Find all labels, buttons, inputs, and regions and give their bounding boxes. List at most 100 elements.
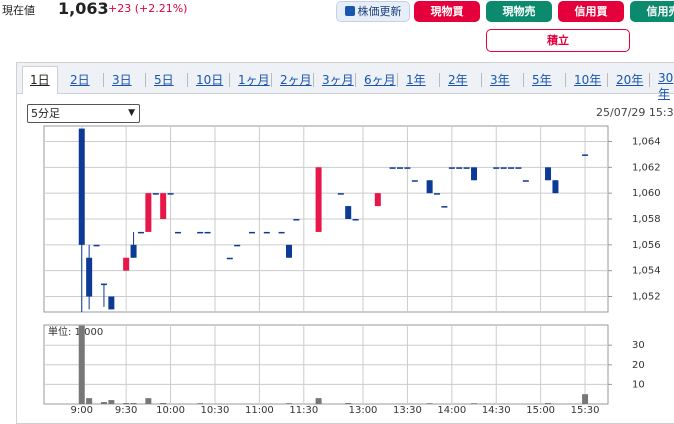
candle-body (434, 193, 441, 195)
candle-body (471, 167, 478, 181)
candle-body (500, 167, 507, 169)
candle-body (582, 154, 589, 156)
volume-bar (345, 403, 352, 404)
candle-body (86, 257, 93, 297)
active-tab-bg (22, 66, 58, 94)
candle-body (426, 180, 433, 194)
period-tab[interactable]: 3日 (112, 73, 132, 87)
period-tab[interactable]: 3年 (490, 73, 510, 87)
period-tab[interactable]: 2日 (70, 73, 90, 87)
tab-separator (145, 73, 146, 87)
volume-bar (86, 398, 93, 404)
y-tick-label: 1,052 (632, 292, 661, 303)
y-tick-label: 1,056 (632, 240, 661, 251)
period-tab[interactable]: 20年 (616, 73, 644, 87)
tab-separator (187, 73, 188, 87)
period-tab[interactable]: 5日 (154, 73, 174, 87)
volume-unit: 単位: 1,000 (48, 325, 103, 338)
y-tick-label: 1,062 (632, 162, 661, 173)
candle-body (545, 167, 552, 181)
candle-body (397, 167, 404, 169)
price: 1,063 (58, 0, 109, 18)
refresh-icon (344, 6, 355, 16)
y-tick-label: 30 (632, 340, 645, 351)
volume-bar (130, 403, 137, 404)
period-tab[interactable]: 10日 (196, 73, 224, 87)
candle-body (515, 167, 522, 169)
tsumitate-button[interactable]: 積立 (486, 29, 630, 52)
volume-bar (426, 403, 433, 404)
candle-body (78, 128, 85, 245)
y-tick-label: 1,064 (632, 137, 661, 148)
volume-bar (78, 325, 85, 404)
volume-bar (545, 403, 552, 404)
candle-body (137, 231, 144, 234)
dropdown-arrow: ▼ (128, 108, 135, 118)
candle-body (448, 167, 455, 169)
candle-body (152, 193, 159, 195)
candle-body (337, 193, 344, 195)
period-tab[interactable]: 10年 (574, 73, 602, 87)
volume-bar (197, 403, 204, 404)
x-tick-label: 13:00 (349, 405, 378, 416)
period-tab[interactable]: 1年 (406, 73, 426, 87)
candle-body (174, 231, 181, 234)
x-tick-label: 14:30 (482, 405, 511, 416)
interval-select[interactable]: 5分足 ▼ (27, 104, 140, 123)
price-label: 現在値 (2, 4, 35, 17)
period-tab[interactable]: 2ヶ月 (280, 73, 312, 87)
candle-body (160, 193, 167, 219)
candle-body (352, 219, 359, 221)
period-tab[interactable]: 3ヶ月 (322, 73, 354, 87)
x-tick-label: 15:00 (526, 405, 555, 416)
candle-body (234, 244, 241, 247)
tab-bar (17, 63, 674, 94)
y-tick-label: 1,058 (632, 214, 661, 225)
volume-bar (108, 400, 115, 404)
tab-separator (355, 73, 356, 87)
candle-body (493, 167, 500, 169)
candle-body (552, 180, 559, 194)
candle-body (463, 167, 470, 169)
x-tick-label: 11:00 (245, 405, 274, 416)
candle-body (508, 167, 515, 169)
tab-separator (397, 73, 398, 87)
margin-buy-button[interactable]: 信用買 (558, 1, 624, 22)
candle-body (248, 231, 255, 234)
period-tab[interactable]: 30年 (658, 71, 674, 101)
x-tick-label: 10:00 (156, 405, 185, 416)
x-tick-label: 10:30 (201, 405, 230, 416)
tab-separator (439, 73, 440, 87)
period-tab[interactable]: 5年 (532, 73, 552, 87)
candle-body (293, 219, 300, 221)
tab-separator (481, 73, 482, 87)
cash-sell-button[interactable]: 現物売 (486, 1, 552, 22)
margin-sell-button[interactable]: 信用売 (630, 1, 674, 22)
candle-body (278, 231, 285, 234)
x-tick-label: 9:30 (115, 405, 137, 416)
candle-body (204, 231, 211, 234)
period-tab[interactable]: 2年 (448, 73, 468, 87)
tab-separator (229, 73, 230, 87)
period-tab[interactable]: 1ヶ月 (238, 73, 270, 87)
y-tick-label: 1,054 (632, 266, 661, 277)
candle-body (100, 283, 107, 286)
volume-bar (582, 394, 589, 404)
y-tick-label: 10 (632, 379, 645, 390)
candle-body (456, 167, 463, 169)
refresh-button[interactable]: 株価更新 (336, 1, 410, 22)
candle-body (374, 193, 381, 207)
candle-body (167, 193, 174, 195)
cash-buy-button[interactable]: 現物買 (414, 1, 480, 22)
volume-bar (285, 403, 292, 404)
y-tick-label: 20 (632, 360, 645, 371)
candle-body (441, 206, 448, 208)
period-tab[interactable]: 1日 (30, 73, 50, 87)
period-tab[interactable]: 6ヶ月 (364, 73, 396, 87)
tab-separator (607, 73, 608, 87)
candle-body (404, 167, 411, 169)
x-tick-label: 9:00 (71, 405, 93, 416)
interval-label: 5分足 (31, 107, 60, 120)
